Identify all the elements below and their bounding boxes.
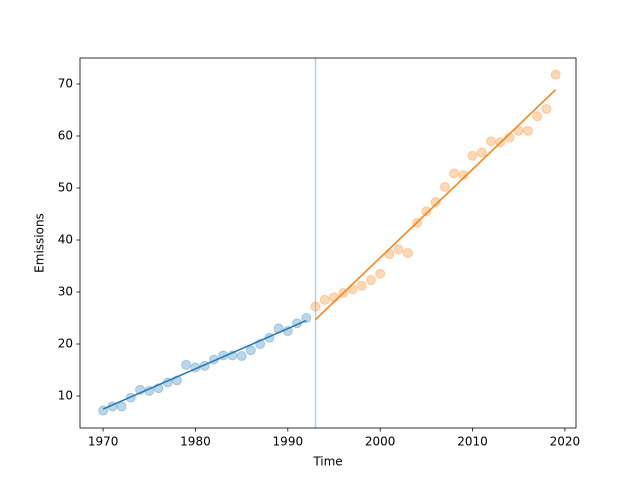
scatter-point <box>329 292 340 303</box>
scatter-point <box>439 181 450 192</box>
y-tick-label: 20 <box>58 337 73 351</box>
scatter-point <box>513 125 524 136</box>
scatter-point <box>458 170 469 181</box>
scatter-point <box>245 345 256 356</box>
scatter-point <box>421 206 432 217</box>
x-tick-label: 1980 <box>180 435 211 449</box>
scatter-point <box>301 313 312 324</box>
x-tick-label: 1990 <box>273 435 304 449</box>
x-axis-label: Time <box>312 455 342 469</box>
scatter-point <box>486 136 497 147</box>
scatter-point <box>402 248 413 259</box>
scatter-point <box>236 350 247 361</box>
plot-frame <box>79 57 577 429</box>
x-tick-label: 2020 <box>550 435 581 449</box>
scatter-point <box>393 244 404 255</box>
scatter-point <box>476 147 487 158</box>
x-tick-label: 1970 <box>88 435 119 449</box>
y-tick-label: 50 <box>58 181 73 195</box>
scatter-point <box>467 150 478 161</box>
y-tick-label: 70 <box>58 77 73 91</box>
scatter-point <box>522 125 533 136</box>
scatter-point <box>356 280 367 291</box>
scatter-point <box>541 103 552 114</box>
y-tick-label: 60 <box>58 129 73 143</box>
x-tick-label: 2000 <box>365 435 396 449</box>
scatter-point <box>116 401 127 412</box>
scatter-point <box>449 168 460 179</box>
scatter-point <box>319 294 330 305</box>
scatter-point <box>365 275 376 286</box>
y-tick-label: 30 <box>58 285 73 299</box>
x-tick-label: 2010 <box>457 435 488 449</box>
scatter-point <box>550 69 561 80</box>
scatter-point <box>430 197 441 208</box>
fit-line <box>102 319 307 410</box>
scatter-point <box>375 268 386 279</box>
scatter-point <box>181 359 192 370</box>
y-tick-label: 40 <box>58 233 73 247</box>
y-tick-label: 10 <box>58 389 73 403</box>
scatter-point <box>532 111 543 122</box>
fit-line <box>315 89 557 321</box>
scatter-point <box>310 301 321 312</box>
y-axis-label: Emissions <box>33 213 47 273</box>
